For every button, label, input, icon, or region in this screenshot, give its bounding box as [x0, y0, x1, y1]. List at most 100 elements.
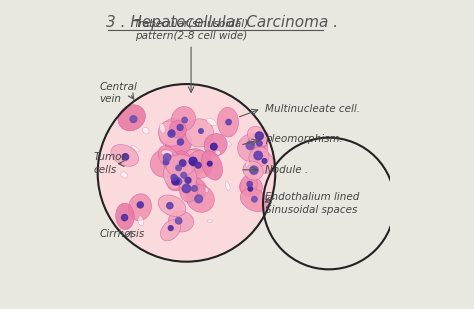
Circle shape [185, 177, 191, 183]
Ellipse shape [167, 170, 188, 190]
Ellipse shape [159, 123, 165, 133]
Circle shape [122, 154, 128, 160]
Circle shape [137, 202, 143, 208]
Ellipse shape [158, 146, 181, 171]
Circle shape [248, 187, 253, 191]
Ellipse shape [207, 219, 212, 222]
Ellipse shape [128, 194, 152, 221]
Circle shape [168, 226, 173, 231]
Ellipse shape [159, 118, 185, 147]
Circle shape [170, 130, 174, 135]
Circle shape [164, 154, 171, 161]
Text: Endothalium lined
Sinusoidal spaces: Endothalium lined Sinusoidal spaces [264, 192, 359, 215]
Ellipse shape [173, 151, 194, 180]
Ellipse shape [164, 165, 181, 189]
Ellipse shape [215, 150, 220, 155]
Ellipse shape [204, 133, 227, 156]
Text: Multinucleate cell.: Multinucleate cell. [264, 104, 360, 114]
Circle shape [182, 117, 187, 123]
Ellipse shape [218, 107, 238, 137]
Text: Central
vein: Central vein [99, 82, 137, 104]
Circle shape [210, 143, 217, 150]
Circle shape [191, 186, 197, 191]
Ellipse shape [121, 172, 128, 178]
Ellipse shape [248, 134, 267, 150]
Circle shape [262, 159, 267, 163]
Text: Nodule .: Nodule . [264, 165, 308, 175]
Ellipse shape [252, 166, 257, 170]
Text: Tumor
cells: Tumor cells [93, 152, 126, 175]
Circle shape [199, 129, 203, 133]
Circle shape [177, 139, 183, 145]
Ellipse shape [116, 203, 134, 230]
Circle shape [247, 181, 252, 187]
Ellipse shape [166, 154, 195, 176]
Ellipse shape [143, 127, 149, 134]
Text: 3 . Hepatocellular Carcinoma .: 3 . Hepatocellular Carcinoma . [106, 15, 338, 30]
Ellipse shape [240, 188, 268, 212]
Ellipse shape [165, 131, 191, 157]
Ellipse shape [237, 133, 267, 162]
Circle shape [191, 161, 196, 166]
Ellipse shape [161, 150, 172, 156]
Circle shape [255, 132, 263, 140]
Ellipse shape [205, 187, 208, 193]
Circle shape [174, 178, 182, 185]
Text: Trabecular(sinusoidal)
pattern(2-8 cell wide): Trabecular(sinusoidal) pattern(2-8 cell … [134, 19, 249, 41]
Ellipse shape [178, 167, 197, 191]
Circle shape [182, 184, 191, 193]
Text: Cirrhosis: Cirrhosis [99, 229, 145, 239]
Circle shape [168, 130, 175, 137]
Circle shape [246, 142, 254, 150]
Ellipse shape [168, 211, 194, 232]
Ellipse shape [118, 105, 146, 131]
Ellipse shape [170, 121, 186, 138]
Ellipse shape [239, 177, 263, 197]
Ellipse shape [243, 161, 263, 180]
Ellipse shape [150, 149, 179, 177]
Circle shape [256, 141, 262, 146]
Circle shape [163, 159, 169, 165]
Ellipse shape [207, 118, 216, 126]
Ellipse shape [158, 195, 186, 217]
Circle shape [130, 116, 137, 122]
Ellipse shape [111, 145, 138, 166]
Ellipse shape [247, 126, 269, 146]
Text: pleomorphism.: pleomorphism. [264, 134, 342, 144]
Circle shape [195, 162, 201, 168]
Circle shape [172, 178, 179, 185]
Ellipse shape [182, 150, 203, 169]
Circle shape [98, 84, 275, 262]
Ellipse shape [246, 161, 249, 167]
Circle shape [250, 166, 258, 174]
Ellipse shape [256, 152, 273, 174]
Ellipse shape [175, 166, 192, 184]
Circle shape [195, 195, 202, 203]
Ellipse shape [131, 145, 140, 152]
Ellipse shape [183, 177, 207, 199]
Circle shape [189, 157, 197, 165]
Ellipse shape [178, 176, 183, 180]
Ellipse shape [138, 216, 144, 226]
Circle shape [121, 214, 128, 221]
Circle shape [171, 175, 177, 180]
Circle shape [252, 197, 257, 202]
Ellipse shape [186, 185, 214, 212]
Ellipse shape [249, 147, 269, 167]
Ellipse shape [172, 107, 195, 131]
Ellipse shape [201, 151, 222, 180]
Circle shape [175, 218, 182, 224]
Ellipse shape [185, 119, 213, 147]
Ellipse shape [160, 220, 181, 241]
Ellipse shape [166, 172, 185, 191]
Circle shape [254, 151, 263, 160]
Ellipse shape [158, 121, 182, 146]
Ellipse shape [225, 181, 230, 191]
Ellipse shape [227, 142, 231, 146]
Circle shape [167, 202, 173, 209]
Ellipse shape [240, 175, 257, 195]
Circle shape [181, 172, 187, 178]
Ellipse shape [187, 150, 213, 178]
Circle shape [226, 119, 231, 125]
Circle shape [179, 160, 186, 166]
